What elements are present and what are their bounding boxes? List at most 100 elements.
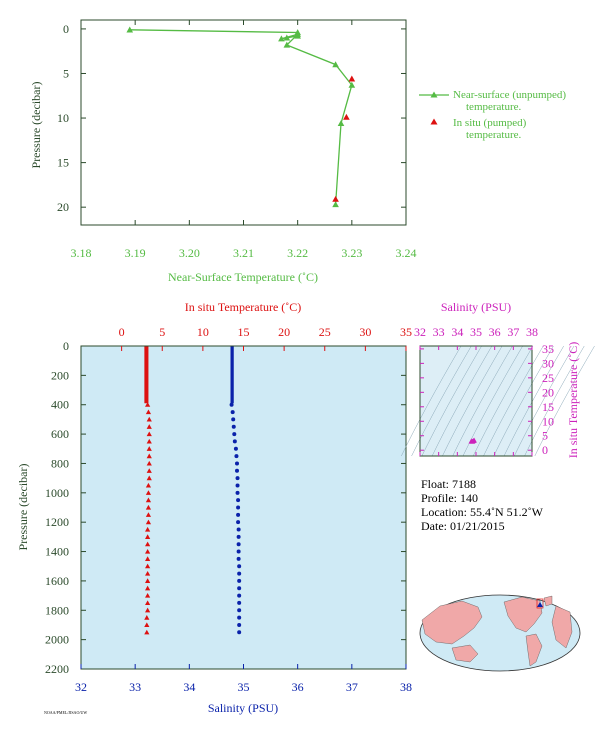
map-land-asia [421,600,483,645]
ts-y-axis-title: In situ Temperature (˚C) [566,342,580,459]
near-surface-point [126,26,134,33]
profile-y-tick-label: 400 [51,398,69,412]
ts-x-ticks: 32 33 34 35 36 37 38 [414,325,538,456]
ts-x-tick-label: 34 [451,325,463,339]
salinity-point [232,439,237,444]
temperature-point [146,424,152,429]
profile-top-tick-label: 25 [319,325,331,339]
temperature-point [146,438,152,444]
profile-y-axis-title: Pressure (decibar) [16,464,30,551]
map-land-australia [451,644,479,663]
legend-marker-in-situ [430,118,438,125]
float-location: Location: 55.4˚N 51.2˚W [421,505,544,519]
ts-density-contours [401,345,595,457]
top-x-ticks: 3.18 3.19 3.20 3.21 3.22 3.23 3.24 [71,20,417,260]
salinity-point [230,410,235,415]
legend-label-in-situ-line1: In situ (pumped) [453,117,527,129]
profile-top-tick-label: 0 [119,325,125,339]
profile-y-tick-label: 1800 [45,603,69,617]
temperature-point [145,497,152,503]
top-y-ticks: 0 5 10 15 20 [57,22,406,214]
ts-y-tick-label: 0 [542,443,548,457]
profile-bottom-tick-label: 34 [183,680,195,694]
salinity-point [231,424,236,429]
temperature-point [146,475,152,481]
profile-y-tick-label: 0 [63,339,69,353]
in-situ-point [348,75,356,82]
temperature-point [146,468,152,473]
ts-density-contour [514,345,575,457]
temperature-point [145,512,152,517]
salinity-surface-band [230,346,234,404]
profile-y-ticks: 0 200 400 600 800 1000 1200 1400 1600 1800 2000 220… [45,339,406,676]
top-x-tick-label: 3.23 [341,246,362,260]
temperature-point [144,622,150,628]
ts-point [468,438,475,444]
temperature-point [145,607,151,613]
salinity-point [235,490,240,495]
ts-density-contour [503,345,564,457]
top-series [126,26,356,208]
temperature-point [144,629,150,635]
ts-y-tick-label: 5 [542,429,548,443]
temperature-point [145,563,151,569]
ts-x-tick-label: 32 [414,325,426,339]
temperature-point [145,592,151,598]
profile-y-tick-label: 1000 [45,486,69,500]
profile-top-axis-title: In situ Temperature (˚C) [185,300,302,314]
salinity-point [237,571,242,576]
ts-x-tick-label: 35 [470,325,482,339]
profile-y-tick-label: 2000 [45,633,69,647]
temperature-point [145,585,151,591]
top-y-tick-label: 0 [63,22,69,36]
in-situ-point [332,195,339,202]
world-map-icon [419,594,581,672]
salinity-point [237,608,242,613]
temperature-point [145,556,151,561]
top-x-tick-label: 3.20 [179,246,200,260]
salinity-point [235,461,239,466]
salinity-point [236,534,241,539]
near-surface-line [129,29,353,205]
ts-density-contour [472,345,534,457]
temperature-point [145,526,151,532]
profile-top-tick-label: 35 [400,325,412,339]
profile-y-tick-label: 800 [51,456,69,470]
temperature-point [146,416,152,422]
salinity-point [234,454,239,459]
top-legend: Near-surface (unpumped) temperature. In … [419,89,566,141]
profile-bottom-axis-ticks: 32 33 34 35 36 37 38 [75,664,412,694]
salinity-point [236,542,241,547]
ts-x-tick-label: 37 [507,325,519,339]
salinity-point [232,432,237,437]
map-land-africa-europe [551,605,573,649]
salinity-point [237,615,242,620]
ts-y-tick-label: 15 [542,400,554,414]
salinity-point [236,556,241,561]
ts-y-tick-label: 20 [542,385,554,399]
salinity-point [237,578,242,583]
ts-density-contour [452,345,513,457]
temperature-point [145,519,152,525]
near-surface-point [283,41,291,48]
ts-density-contour [431,345,493,457]
near-surface-point [294,30,301,37]
map-float-marker [537,602,543,607]
ts-x-tick-label: 36 [489,325,501,339]
temperature-point [145,578,151,583]
ts-density-contour [411,345,472,457]
temperature-point [146,431,152,437]
ts-plot-background [420,346,532,456]
profile-y-tick-label: 1200 [45,515,69,529]
temperature-point [146,460,152,466]
ts-density-contour [524,345,585,457]
salinity-point [237,622,242,627]
float-date: Date: 01/21/2015 [421,519,505,533]
salinity-point [235,483,240,488]
salinity-point [236,527,241,532]
profile-bottom-tick-label: 38 [400,680,412,694]
top-y-tick-label: 15 [57,156,69,170]
